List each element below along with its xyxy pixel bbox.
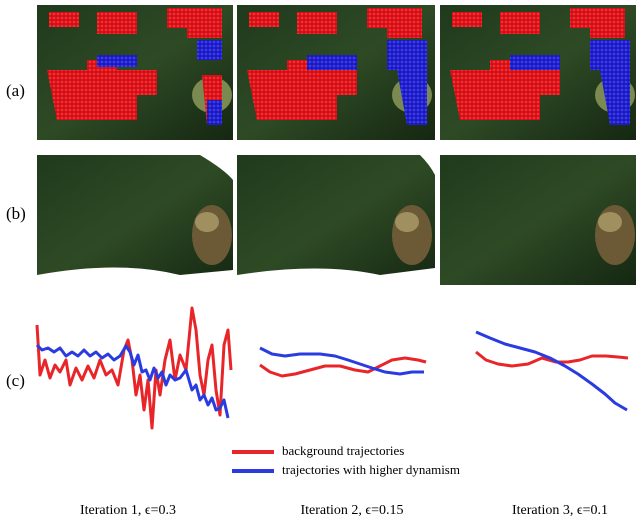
iteration-label: Iteration 3, ϵ=0.1 [512, 503, 608, 518]
blue-trajectories [510, 40, 630, 125]
iteration-label: Iteration 2, ϵ=0.15 [301, 503, 404, 518]
legend-label: background trajectories [282, 443, 404, 458]
red-trajectories [47, 8, 222, 125]
row-a-images [37, 5, 636, 140]
mask [37, 155, 233, 285]
legend-label: trajectories with higher dynamism [282, 462, 460, 477]
dynamic-curve [475, 330, 628, 412]
background-curve [259, 356, 427, 378]
row-label: (c) [6, 371, 25, 390]
red-trajectories [247, 8, 422, 125]
row-label: (a) [6, 81, 25, 100]
red-trajectories [450, 8, 625, 125]
row-b-images [37, 155, 636, 285]
blue-trajectories [307, 40, 427, 125]
mask [237, 155, 435, 285]
row-label: (b) [6, 204, 26, 223]
frog-body [598, 212, 622, 232]
background-curve [35, 306, 233, 430]
frog-body [195, 212, 219, 232]
blue-trajectories [97, 40, 222, 125]
row-c-plots [35, 306, 629, 430]
dynamic-curve [259, 346, 424, 376]
iteration-label: Iteration 1, ϵ=0.3 [80, 503, 176, 518]
dynamic-curve [35, 343, 230, 419]
frog-body [395, 212, 419, 232]
